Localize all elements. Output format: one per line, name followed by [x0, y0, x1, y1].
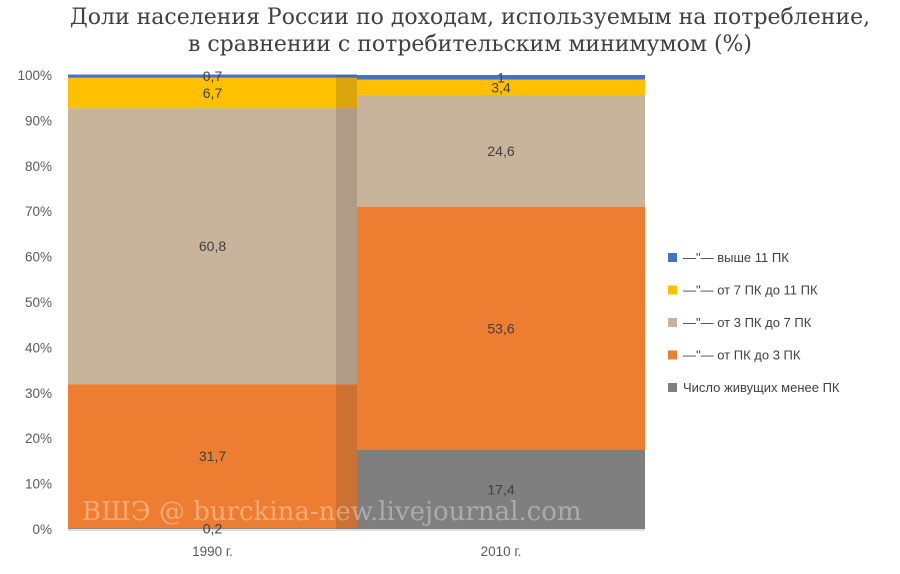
legend-swatch: [668, 383, 677, 392]
data-label-2-5: 1: [497, 69, 505, 85]
chart-title: Доли населения России по доходам, исполь…: [0, 4, 900, 58]
y-tick-label: 80%: [25, 159, 52, 174]
bar-segment-2-5: [357, 75, 645, 80]
x-tick-label: 2010 г.: [481, 544, 522, 559]
bars-group: [68, 74, 645, 529]
data-label-1-4: 6,7: [203, 85, 223, 101]
data-label-2-2: 53,6: [487, 320, 514, 336]
y-tick-label: 30%: [25, 386, 52, 401]
bar-segment-1-3: [68, 108, 357, 385]
y-tick-label: 50%: [25, 295, 52, 310]
legend: —"— выше 11 ПК —"— от 7 ПК до 11 ПК —"— от…: [668, 250, 840, 395]
legend-swatch: [668, 285, 677, 295]
data-label-1-1: 0,2: [203, 521, 223, 537]
legend-entry: Число живущих менее ПК: [683, 380, 840, 395]
bar-segment-2-4: [357, 79, 645, 95]
data-label-2-1: 17,4: [487, 482, 514, 498]
y-tick-label: 0%: [32, 522, 52, 537]
legend-swatch: [668, 318, 677, 327]
chart-title-line-2: в сравнении с потребительским минимумом …: [187, 32, 753, 57]
data-labels: 0,2 31,7 60,8 6,70,7 17,4 53,6 24,6 3,41: [199, 68, 515, 536]
y-tick-label: 40%: [25, 340, 52, 355]
data-label-2-4: 3,4: [491, 79, 511, 95]
y-tick-label: 90%: [25, 113, 52, 128]
watermark: ВШЭ @ burckina-new.livejournal.com: [82, 497, 582, 527]
legend-swatch: [668, 350, 677, 360]
y-axis: 0% 10% 20% 30% 40% 50% 60% 70% 80% 90% 100%: [17, 68, 52, 537]
bar-segment-1-1: [68, 528, 357, 529]
y-tick-label: 10%: [25, 477, 52, 492]
bar-segment-2-2: [357, 206, 645, 451]
bar-segment-2-1: [357, 450, 645, 529]
y-tick-label: 20%: [25, 431, 52, 446]
data-label-1-5: 0,7: [203, 68, 223, 84]
data-label-1-2: 31,7: [199, 448, 226, 464]
bar-segment-1-2: [68, 384, 357, 529]
x-axis: 1990 г. 2010 г.: [68, 529, 645, 559]
legend-entry: —"— от 3 ПК до 7 ПК: [683, 315, 812, 330]
legend-entry: —"— от 7 ПК до 11 ПК: [683, 283, 818, 298]
data-label-2-3: 24,6: [487, 143, 514, 159]
y-tick-label: 70%: [25, 204, 52, 219]
legend-entry: —"— от ПК до 3 ПК: [683, 348, 801, 363]
bar-segment-1-4: [68, 77, 357, 109]
data-label-1-3: 60,8: [199, 238, 226, 254]
bar-segment-1-5: [68, 74, 357, 78]
y-tick-label: 100%: [17, 68, 52, 83]
bar-segment-2-3: [357, 94, 645, 207]
legend-swatch: [668, 253, 677, 262]
x-tick-label: 1990 г.: [192, 544, 233, 559]
bar-divider: [336, 75, 357, 529]
y-tick-label: 60%: [25, 250, 52, 265]
chart-title-line-1: Доли населения России по доходам, исполь…: [69, 5, 871, 30]
legend-entry: —"— выше 11 ПК: [683, 250, 789, 265]
